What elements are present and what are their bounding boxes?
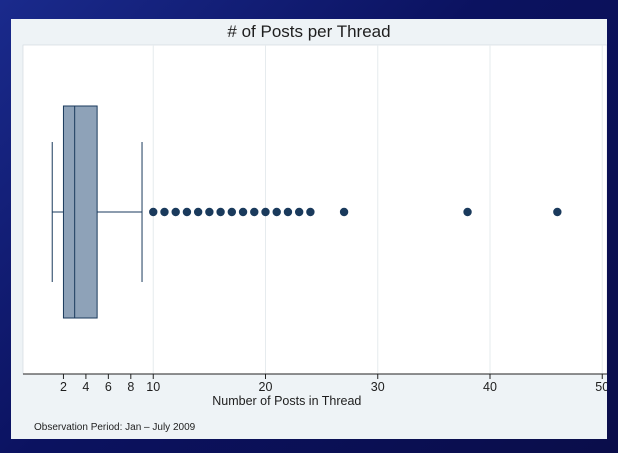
- chart-figure: # of Posts per Thread 2 4 6 8 10 20 30 40 50 Numb…: [11, 19, 607, 439]
- x-tick-label: 4: [82, 380, 89, 394]
- x-axis-title: Number of Posts in Thread: [212, 394, 361, 408]
- x-tick-label: 10: [146, 380, 160, 394]
- outlier-point: [339, 207, 349, 217]
- outlier-point: [238, 207, 248, 217]
- outlier-point: [306, 207, 315, 217]
- outlier-point: [149, 207, 158, 217]
- outlier-point: [205, 207, 214, 217]
- outlier-point: [553, 207, 562, 217]
- outlier-point: [272, 207, 281, 217]
- x-tick-label: 30: [371, 380, 385, 394]
- x-tick-label: 2: [60, 380, 67, 394]
- outlier-point: [250, 207, 259, 217]
- outlier-point: [182, 207, 192, 217]
- x-tick-label: 20: [259, 380, 273, 394]
- outlier-point: [463, 207, 472, 217]
- outlier-point: [227, 207, 237, 217]
- x-tick-label: 8: [127, 380, 134, 394]
- outlier-point: [216, 207, 225, 217]
- outlier-point: [160, 207, 169, 217]
- chart-title: # of Posts per Thread: [227, 22, 391, 41]
- iqr-box: [62, 105, 98, 319]
- box-plot: 2 4 6 8 10 20 30 40 50 Number of Posts in Thread: [22, 44, 607, 408]
- outlier-point: [283, 207, 293, 217]
- outlier-point: [171, 207, 180, 217]
- outlier-point: [294, 207, 304, 217]
- x-tick-label: 50: [595, 380, 607, 394]
- observation-note: Observation Period: Jan – July 2009: [34, 422, 196, 433]
- outlier-point: [193, 207, 203, 217]
- outlier-point: [261, 207, 270, 217]
- x-tick-label: 6: [105, 380, 112, 394]
- plot-background: [22, 44, 607, 375]
- x-tick-label: 40: [483, 380, 497, 394]
